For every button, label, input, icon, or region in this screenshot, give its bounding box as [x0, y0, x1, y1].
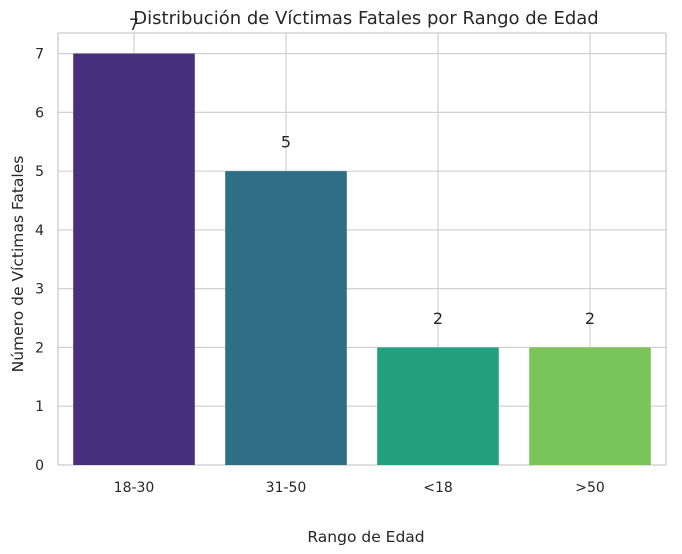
bars	[73, 53, 651, 466]
y-tick-label-1: 1	[35, 399, 44, 415]
x-axis-label: Rango de Edad	[307, 528, 424, 546]
bar-<18	[377, 347, 499, 465]
y-tick-label-0: 0	[35, 458, 44, 474]
data-label-18-30: 7	[129, 15, 139, 34]
y-tick-label-3: 3	[35, 282, 44, 298]
y-axis-ticks: 0 1 2 3 4 5 6 7	[35, 47, 44, 474]
y-tick-label-4: 4	[35, 223, 44, 239]
y-tick-label-7: 7	[35, 47, 44, 63]
data-label->50: 2	[585, 309, 595, 328]
data-label-<18: 2	[433, 309, 443, 328]
data-labels: 7 5 2 2	[129, 15, 595, 328]
x-tick-label-1: 31-50	[266, 480, 307, 496]
y-tick-label-2: 2	[35, 340, 44, 356]
x-tick-label-0: 18-30	[114, 480, 155, 496]
x-axis-ticks: 18-30 31-50 <18 >50	[114, 480, 605, 496]
y-tick-label-6: 6	[35, 105, 44, 121]
x-tick-label-2: <18	[423, 480, 453, 496]
bar-18-30	[73, 53, 195, 465]
bar-31-50	[225, 171, 347, 466]
bar->50	[529, 347, 651, 465]
chart-title: Distribución de Víctimas Fatales por Ran…	[133, 8, 598, 29]
data-label-31-50: 5	[281, 133, 291, 152]
y-axis-label: Número de Víctimas Fatales	[9, 156, 27, 373]
y-tick-label-5: 5	[35, 164, 44, 180]
x-tick-label-3: >50	[575, 480, 605, 496]
